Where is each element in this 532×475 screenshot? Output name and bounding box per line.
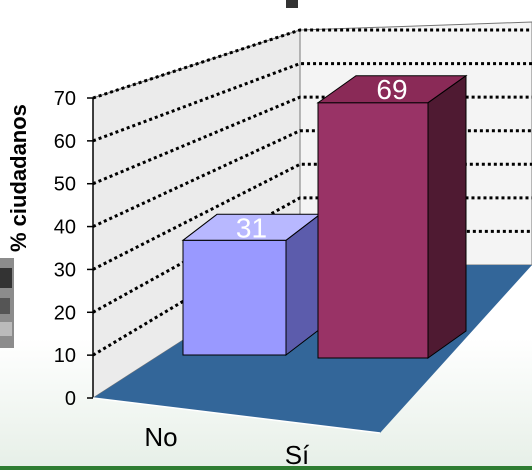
x-axis-line bbox=[92, 397, 381, 434]
gridline-70 bbox=[92, 28, 532, 100]
gridline-40 bbox=[92, 129, 532, 228]
data-label-si: 69 bbox=[376, 74, 407, 105]
bar-no-front bbox=[182, 239, 287, 356]
footer-bar bbox=[0, 466, 532, 470]
y-tick-label: 0 bbox=[65, 388, 76, 410]
y-tick-label: 70 bbox=[54, 88, 76, 110]
title-fragment bbox=[286, 0, 298, 8]
y-tick-label: 40 bbox=[54, 217, 76, 239]
bars: 31 69 bbox=[181, 74, 468, 359]
y-axis: 0 10 20 30 40 50 60 70 bbox=[54, 88, 94, 410]
y-tick-label: 50 bbox=[54, 174, 76, 196]
y-tick-label: 20 bbox=[54, 302, 76, 324]
bar-si-front bbox=[317, 102, 429, 359]
data-label-no: 31 bbox=[236, 212, 267, 243]
y-axis-title: % ciudadanos bbox=[6, 104, 31, 252]
bar-si-top bbox=[316, 75, 468, 104]
bar-si-side bbox=[427, 74, 467, 359]
gridline-60 bbox=[92, 62, 532, 143]
y-tick-label: 10 bbox=[54, 345, 76, 367]
y-tick-label: 30 bbox=[54, 259, 76, 281]
y-tick-label: 60 bbox=[54, 131, 76, 153]
bar-si: 69 bbox=[316, 74, 468, 359]
x-tick-label-no: No bbox=[144, 422, 177, 452]
x-tick-label-si: Sí bbox=[285, 440, 310, 470]
bar-no: 31 bbox=[181, 212, 322, 357]
side-photo bbox=[0, 258, 14, 348]
